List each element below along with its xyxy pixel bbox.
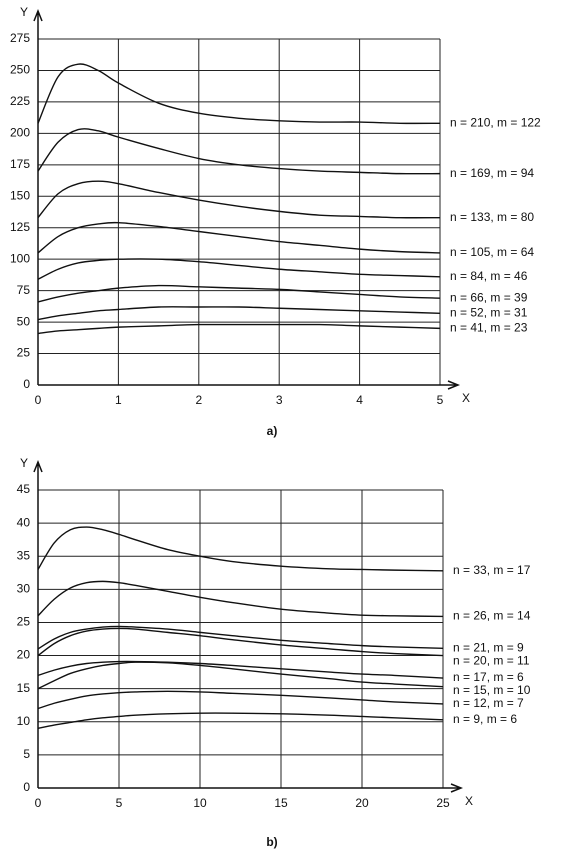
y-tick-label: 200 bbox=[10, 126, 30, 140]
y-tick-label: 45 bbox=[17, 482, 31, 496]
y-tick-label: 75 bbox=[17, 283, 31, 297]
y-tick-label: 40 bbox=[17, 515, 31, 529]
series-line bbox=[37, 323, 441, 335]
y-tick-label: 25 bbox=[17, 346, 31, 360]
series-line bbox=[37, 258, 441, 280]
x-tick-label: 5 bbox=[116, 796, 123, 810]
y-axis bbox=[33, 459, 43, 788]
y-tick-label: 275 bbox=[10, 31, 30, 45]
series-line bbox=[37, 128, 441, 175]
series-line bbox=[37, 627, 444, 657]
y-tick-label: 15 bbox=[17, 681, 31, 695]
y-tick-label: 50 bbox=[17, 314, 31, 328]
x-tick-label: 15 bbox=[274, 796, 288, 810]
y-tick-label: 25 bbox=[17, 615, 31, 629]
caption: a) bbox=[267, 424, 278, 438]
x-axis-label: X bbox=[462, 391, 470, 405]
series-label: n = 26, m = 14 bbox=[453, 609, 531, 623]
series-label: n = 17, m = 6 bbox=[453, 670, 524, 684]
series-label: n = 41, m = 23 bbox=[450, 321, 528, 335]
x-tick-label: 5 bbox=[437, 393, 444, 407]
x-tick-label: 10 bbox=[193, 796, 207, 810]
y-tick-label: 175 bbox=[10, 157, 30, 171]
y-tick-label: 225 bbox=[10, 94, 30, 108]
series-line bbox=[37, 180, 441, 219]
series-label: n = 21, m = 9 bbox=[453, 640, 524, 654]
x-axis bbox=[38, 783, 464, 793]
series-label: n = 9, m = 6 bbox=[453, 712, 517, 726]
series-label: n = 210, m = 122 bbox=[450, 115, 541, 129]
series-line bbox=[37, 712, 444, 730]
series-label: n = 105, m = 64 bbox=[450, 245, 534, 259]
x-tick-label: 20 bbox=[355, 796, 369, 810]
y-tick-label: 30 bbox=[17, 582, 31, 596]
series-label: n = 169, m = 94 bbox=[450, 166, 534, 180]
y-axis-label: Y bbox=[20, 5, 28, 19]
series-line bbox=[37, 221, 441, 254]
series-line bbox=[37, 526, 444, 572]
x-tick-label: 2 bbox=[195, 393, 202, 407]
y-tick-label: 125 bbox=[10, 220, 30, 234]
series-line bbox=[37, 580, 444, 618]
x-tick-label: 0 bbox=[35, 393, 42, 407]
series-line bbox=[37, 63, 441, 125]
series-line bbox=[37, 284, 441, 303]
x-tick-label: 4 bbox=[356, 393, 363, 407]
y-axis bbox=[33, 8, 43, 385]
series-label: n = 20, m = 11 bbox=[453, 653, 530, 667]
series-label: n = 33, m = 17 bbox=[453, 563, 531, 577]
y-tick-label: 250 bbox=[10, 63, 30, 77]
y-tick-label: 100 bbox=[10, 251, 30, 265]
series-label: n = 15, m = 10 bbox=[453, 683, 531, 697]
y-tick-label: 10 bbox=[17, 714, 31, 728]
series-label: n = 52, m = 31 bbox=[450, 305, 528, 319]
x-axis bbox=[38, 380, 461, 390]
series-line bbox=[37, 690, 444, 710]
x-tick-label: 1 bbox=[115, 393, 122, 407]
series-line bbox=[37, 625, 444, 650]
x-axis-label: X bbox=[465, 794, 473, 808]
series-line bbox=[37, 306, 441, 321]
series-label: n = 133, m = 80 bbox=[450, 210, 534, 224]
y-tick-label: 150 bbox=[10, 188, 30, 202]
series-label: n = 66, m = 39 bbox=[450, 290, 528, 304]
y-tick-label: 0 bbox=[23, 780, 30, 794]
series-line bbox=[37, 661, 444, 690]
series-label: n = 12, m = 7 bbox=[453, 696, 524, 710]
y-axis-label: Y bbox=[20, 456, 28, 470]
y-tick-label: 0 bbox=[23, 377, 30, 391]
caption: b) bbox=[266, 835, 277, 849]
series-label: n = 84, m = 46 bbox=[450, 269, 528, 283]
x-tick-label: 0 bbox=[35, 796, 42, 810]
y-tick-label: 35 bbox=[17, 548, 31, 562]
x-tick-label: 3 bbox=[276, 393, 283, 407]
y-tick-label: 5 bbox=[23, 747, 30, 761]
y-tick-label: 20 bbox=[17, 648, 31, 662]
x-tick-label: 25 bbox=[436, 796, 450, 810]
